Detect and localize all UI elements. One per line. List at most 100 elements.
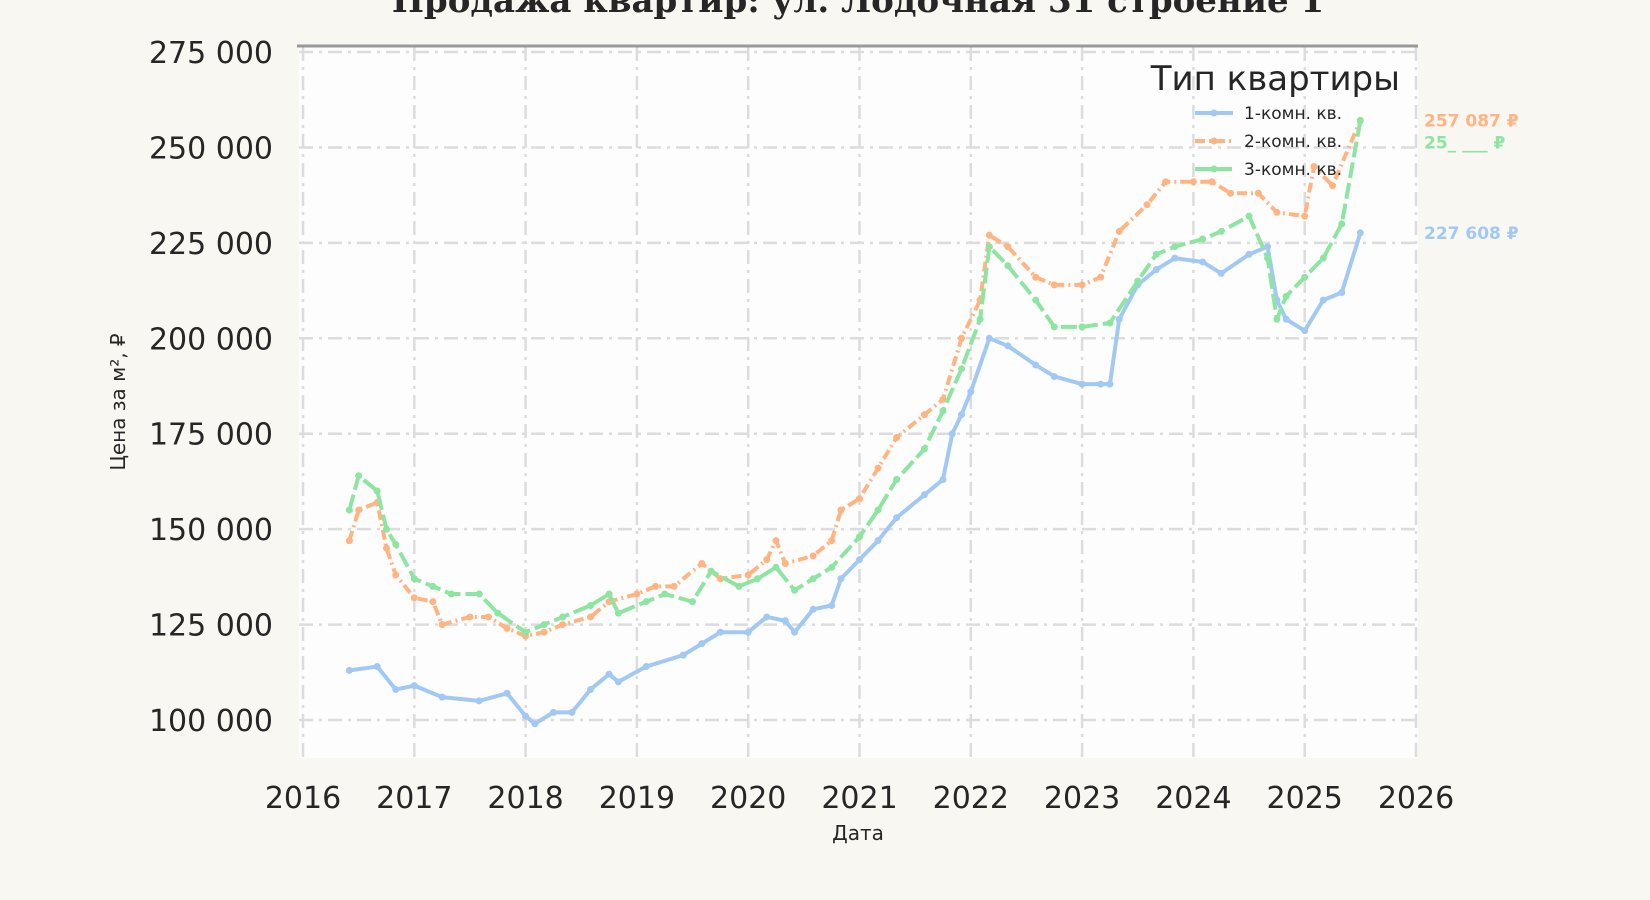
end-labels: 257 087 ₽25_ ___ ₽ 227 608 ₽ [1424,111,1519,244]
data-point [707,567,715,575]
data-point [392,540,400,548]
data-point [429,582,437,590]
end-label: 227 608 ₽ [1424,224,1519,244]
data-point [614,609,622,617]
series-line [349,232,1363,726]
data-point [1319,296,1327,304]
data-point [559,621,567,629]
data-point [985,243,993,251]
data-point [1050,281,1058,289]
data-point [939,476,947,484]
x-tick-label: 2024 [1155,781,1231,816]
series-line [347,119,1363,639]
data-point [1106,319,1114,327]
data-point [1310,163,1318,171]
data-point [1152,266,1160,274]
data-point [1050,323,1058,331]
x-tick-label: 2019 [599,781,675,816]
data-point [651,582,659,590]
data-point [1254,189,1262,197]
data-point [485,613,492,621]
data-point [1004,243,1012,251]
data-point [679,651,687,659]
data-point [382,544,390,552]
data-point [345,537,353,545]
end-label: 25_ ___ ₽ [1424,133,1505,153]
y-tick-label: 125 000 [149,609,273,644]
data-point [763,613,771,621]
data-point [1338,288,1346,296]
data-point [763,556,771,564]
data-point [503,689,511,697]
data-point [605,670,613,678]
data-point [1050,372,1058,380]
data-point [1273,208,1281,216]
data-point [1217,269,1225,277]
data-point [1329,182,1337,190]
series-lines [345,116,1364,728]
data-point [642,598,650,606]
data-point [1189,178,1197,186]
data-point [1208,178,1216,186]
data-point [856,556,863,564]
data-point [828,601,836,609]
data-point [893,434,901,442]
chart-title: Продажа квартир: ул. Лодочная 31 строени… [392,0,1324,21]
data-point [410,682,418,690]
data-point [809,575,817,583]
x-tick-label: 2025 [1267,781,1343,816]
grid [299,47,1418,758]
data-point [1078,281,1086,289]
data-point [985,231,993,239]
data-point [587,601,595,609]
y-tick-labels: 100 000 125 000 150 000 175 000 200 000 225 0… [149,36,273,739]
data-point [920,491,928,499]
data-point [1301,327,1309,335]
data-point [837,575,845,583]
data-point [540,621,548,629]
data-point [1245,212,1253,220]
x-tick-label: 2020 [710,781,786,816]
data-point [1032,296,1040,304]
data-point [587,613,595,621]
data-point [698,560,706,568]
data-point [345,666,353,674]
data-point [1078,323,1086,331]
data-point [958,334,966,342]
data-point [1171,254,1179,262]
data-point [744,571,752,579]
data-point [753,575,761,583]
end-label: 257 087 ₽ [1424,111,1519,131]
data-point [781,560,789,568]
legend-marker [1210,165,1218,173]
data-point [661,590,669,598]
data-point [494,609,502,617]
data-point [605,590,613,598]
data-point [475,590,483,598]
data-point [939,407,947,415]
data-point [540,628,548,636]
data-point [1356,229,1364,237]
data-point [893,476,901,484]
data-point [1134,277,1142,285]
data-point [735,582,743,590]
data-point [1004,262,1012,270]
data-point [429,598,437,606]
data-point [716,628,724,636]
data-point [438,693,446,701]
data-point [1319,254,1327,262]
data-point [392,571,400,579]
data-point [1217,227,1225,235]
data-point [1264,243,1272,251]
data-point [856,533,863,541]
data-point [1199,235,1207,243]
y-tick-label: 275 000 [149,36,273,71]
data-point [1199,258,1207,266]
data-point [1162,178,1170,186]
data-point [1143,201,1151,209]
data-point [874,464,882,472]
data-point [958,411,966,419]
data-point [1004,342,1012,350]
data-point [522,712,530,720]
data-point [772,537,780,545]
